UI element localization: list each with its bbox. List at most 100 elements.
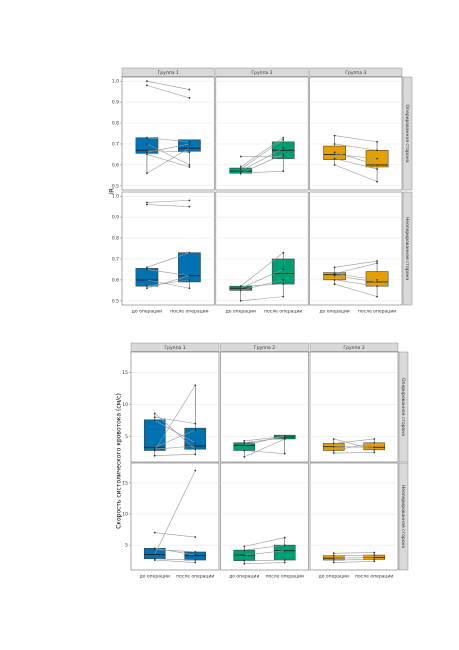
point (188, 97, 191, 99)
pair-line (154, 429, 196, 448)
y-tick-label: 0.9 (112, 100, 119, 106)
pair-line (244, 435, 285, 446)
point (188, 205, 191, 208)
box (135, 268, 159, 287)
point (332, 561, 335, 564)
point (376, 278, 378, 281)
panel (121, 76, 215, 191)
point (283, 438, 286, 440)
point (373, 558, 376, 561)
point (194, 429, 197, 431)
x-tick-label: после операции (176, 575, 214, 580)
point (376, 180, 378, 183)
point (239, 168, 242, 170)
pair-line (146, 204, 190, 207)
facet-label: Группа 3 (345, 70, 366, 76)
point (282, 136, 285, 139)
facet-strip (121, 67, 215, 77)
x-tick-label: до операции (229, 575, 259, 580)
x-tick-label: до операции (226, 310, 256, 315)
y-tick-label: 1.0 (112, 79, 119, 85)
point (188, 140, 191, 143)
point (188, 88, 191, 91)
pair-line (333, 560, 375, 563)
point (332, 452, 335, 454)
pair-line (334, 164, 378, 182)
point (146, 278, 148, 281)
x-tick-label: после операции (170, 310, 208, 315)
point (333, 266, 336, 269)
y-tick-label: 0.6 (112, 162, 119, 168)
x-tick-label: до операции (140, 575, 170, 580)
point (376, 149, 378, 152)
point (239, 299, 242, 302)
point (146, 201, 148, 204)
facet-strip (215, 67, 309, 77)
pair-line (333, 452, 375, 454)
y-tick-label: 0.8 (112, 236, 119, 242)
pair-line (334, 152, 378, 166)
point (283, 561, 286, 564)
pair-line (146, 143, 190, 166)
pair-line (244, 437, 285, 444)
point (153, 449, 156, 452)
point (194, 445, 197, 447)
point (188, 166, 191, 168)
pair-line (334, 275, 378, 283)
pair-line (240, 137, 284, 168)
point (376, 157, 378, 160)
pair-line (146, 154, 190, 168)
pair-line (244, 562, 285, 565)
pair-line (333, 442, 375, 451)
pair-line (333, 438, 375, 444)
point (146, 285, 148, 288)
point (194, 551, 197, 553)
y-tick-label: 0.7 (112, 141, 119, 147)
point (332, 557, 335, 560)
point (243, 441, 246, 444)
point (153, 559, 156, 561)
point (153, 446, 156, 449)
pair-line (154, 532, 196, 538)
point (282, 170, 285, 173)
point (153, 531, 156, 534)
y-tick-label: 10 (122, 402, 128, 408)
box (233, 442, 256, 451)
point (153, 412, 156, 415)
x-tick-label: до операции (319, 575, 349, 580)
y-tick-label: 1.0 (112, 194, 119, 200)
pair-line (334, 154, 378, 159)
point (153, 419, 156, 422)
pair-line (333, 557, 375, 559)
point (243, 444, 246, 447)
y-tick-label: 5 (125, 543, 128, 549)
point (282, 251, 285, 254)
point (239, 172, 242, 175)
point (194, 384, 197, 387)
point (188, 278, 191, 281)
point (282, 147, 285, 150)
pair-line (240, 283, 284, 287)
pair-line (333, 446, 375, 448)
pair-line (333, 438, 375, 451)
facet-strip (309, 342, 399, 352)
point (332, 442, 335, 445)
pair-line (154, 445, 196, 450)
point (373, 551, 376, 554)
point (146, 149, 148, 152)
point (243, 549, 246, 551)
point (333, 151, 336, 154)
point (373, 448, 376, 451)
pair-line (154, 454, 196, 456)
box (273, 544, 296, 561)
y-tick-label: 15 (122, 480, 128, 486)
point (283, 452, 286, 455)
point (283, 549, 286, 552)
pair-line (334, 279, 378, 287)
pair-line (154, 416, 196, 424)
box (363, 442, 386, 451)
y-tick-label: 0.5 (112, 183, 119, 189)
pair-line (154, 470, 196, 555)
point (146, 268, 148, 271)
facet-strip (130, 342, 220, 352)
